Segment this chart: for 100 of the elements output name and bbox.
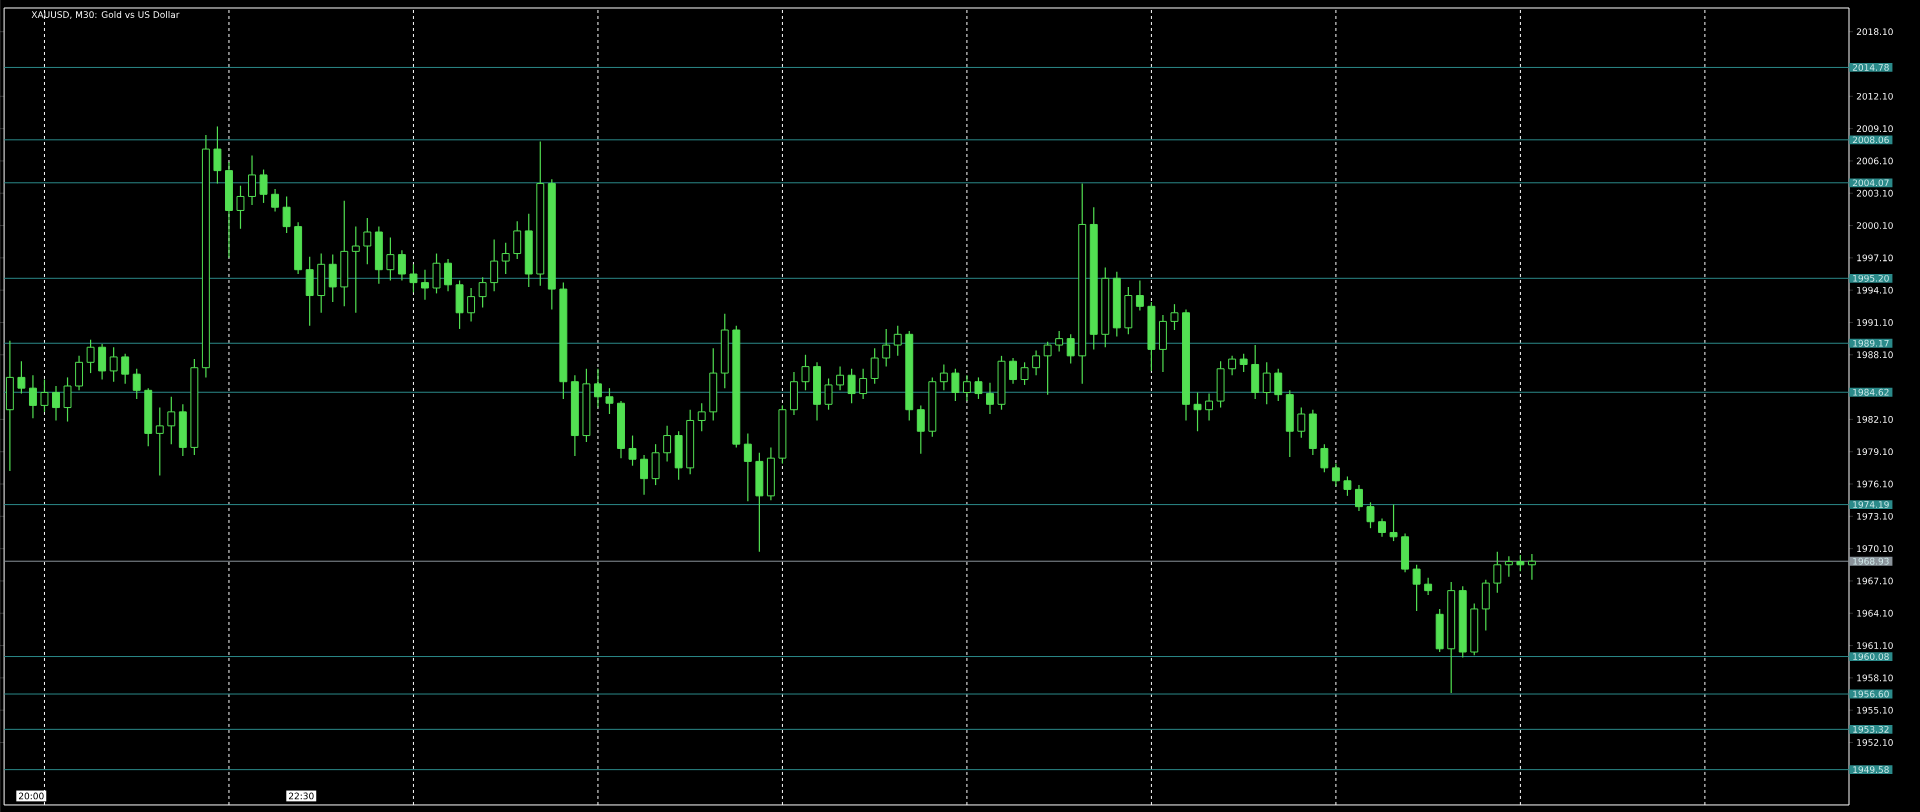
candlestick [109,346,118,383]
candlestick [490,238,499,292]
candlestick [859,368,868,400]
ref-line-label: 1974.19 [1853,501,1889,508]
ref-line-label: 2004.07 [1852,179,1889,187]
ref-line-label: 1989.17 [1853,339,1889,347]
candlestick [386,236,395,282]
candlestick [974,376,983,400]
candlestick [1424,577,1433,596]
candlestick [1262,361,1271,405]
candlestick [1366,501,1375,529]
candlestick [75,355,84,391]
candlestick [421,269,429,301]
y-tick-label: 1955.10 [1857,706,1893,714]
candlestick [1355,484,1363,512]
candlestick [1412,564,1421,612]
candlestick [1228,355,1237,376]
candlestick [893,325,902,357]
candlestick [1320,443,1329,473]
y-tick-label: 1952.10 [1857,739,1893,746]
candlestick [870,347,879,385]
ref-line-label: 1960.08 [1853,653,1889,660]
candlestick [663,425,672,463]
candlestick [916,404,925,455]
candlestick [1493,551,1502,594]
y-tick-label: 1958.10 [1857,674,1893,682]
annotation: 20:00 [18,792,44,800]
candlestick [167,396,176,445]
y-tick-label: 1982.10 [1857,416,1893,423]
y-tick-label: 2009.10 [1856,125,1893,133]
y-tick-label: 2018.10 [1856,28,1893,36]
candlestick [882,328,891,368]
candlestick [628,434,637,467]
annotation: 22:30 [288,792,314,800]
y-tick-label: 2006.10 [1856,157,1893,165]
candlestick [467,287,476,323]
candlestick [1170,303,1179,331]
candlestick [986,382,994,415]
candlestick [282,195,291,234]
candlestick [259,168,268,204]
candlestick [1343,475,1352,497]
candlestick [17,360,26,395]
y-tick-label: 1961.10 [1857,642,1893,649]
y-tick-label: 1994.10 [1857,286,1893,294]
candlestick [1389,503,1398,542]
candlestick [98,343,107,381]
candlestick [1009,357,1017,385]
candlestick [1205,392,1214,422]
candlestick [1274,368,1283,402]
candlestick [847,368,856,404]
candlestick [363,217,372,265]
candlestick [478,276,487,309]
candlestick [513,220,522,260]
candlestick [593,368,602,409]
candlestick [328,254,337,303]
candlestick [962,374,971,402]
y-tick-label: 1964.10 [1857,609,1893,617]
y-tick-label: 1976.10 [1857,480,1893,488]
candlestick [1504,555,1513,578]
y-tick-label: 1991.10 [1857,319,1893,326]
candlestick [697,402,706,432]
candlestick [951,368,960,402]
candlestick [271,188,280,213]
candlestick [52,385,60,422]
y-tick-label: 1979.10 [1857,448,1893,456]
y-tick-label: 2003.10 [1856,189,1893,197]
candlestick [40,378,49,413]
candlestick [1331,462,1340,487]
candlestick [801,354,810,391]
candlestick [1043,341,1052,396]
candlestick [1066,333,1075,365]
candlestick [640,454,649,496]
candlestick [248,154,256,206]
candlestick [28,374,37,419]
chart-title: XAUUSD, M30: Gold vs US Dollar [31,11,180,19]
candlestick [605,387,614,415]
candlestick [1378,517,1386,538]
candlestick [1193,391,1202,432]
candlestick [236,185,245,230]
candlestick [155,406,164,477]
ref-line-label: 2008.06 [1852,136,1889,144]
candlestick [86,339,95,374]
candlestick [132,368,141,400]
candlestick [121,353,130,385]
candlestick [836,366,845,391]
candlestick [397,249,406,282]
y-tick-label: 1997.10 [1857,254,1893,262]
candlestick [939,363,948,391]
ref-line-label: 2014.78 [1852,64,1889,71]
y-tick-label: 1988.10 [1857,351,1893,359]
ref-line-label: 1956.60 [1853,690,1889,698]
candlestick [63,376,72,423]
ref-line-label: 1949.58 [1853,766,1889,774]
candlestick [501,242,510,275]
y-tick-label: 1970.10 [1857,545,1893,553]
candlestick [1239,353,1248,373]
candlestick [351,226,360,314]
candlestick [1020,361,1029,386]
candlestick [1135,279,1144,312]
candlestick [1297,406,1306,439]
